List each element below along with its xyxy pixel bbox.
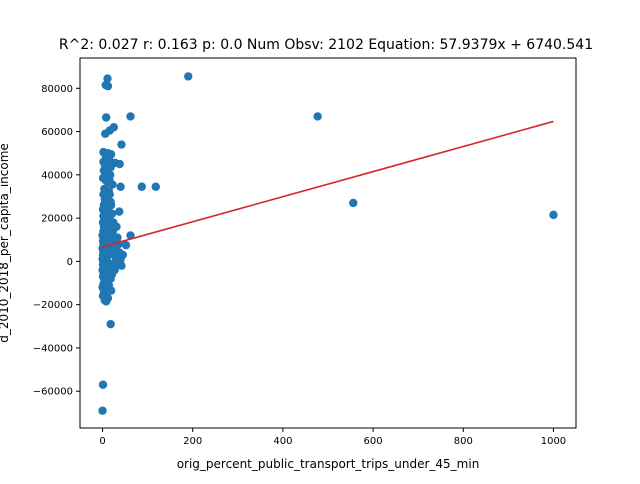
data-point-5 — [313, 112, 322, 121]
data-point-4 — [126, 112, 135, 121]
data-point-1 — [103, 74, 112, 83]
data-point-139 — [104, 161, 113, 171]
trendline-layer — [102, 120, 554, 248]
trendline — [102, 120, 554, 248]
y-tick-label: 60000 — [41, 127, 73, 138]
data-point-9 — [101, 129, 110, 138]
data-point-31 — [151, 182, 160, 191]
x-tick-label: 600 — [364, 436, 383, 447]
x-tick-label: 800 — [454, 436, 473, 447]
data-point-135 — [118, 250, 128, 260]
data-point-39 — [349, 198, 358, 208]
chart-title: R^2: 0.027 r: 0.163 p: 0.0 Num Obsv: 210… — [59, 37, 593, 53]
y-tick-label: 40000 — [41, 170, 73, 181]
x-axis-ticks: 0 200 400 600 800 1000 — [99, 428, 566, 447]
data-point-71 — [121, 240, 131, 250]
y-tick-label: −60000 — [33, 387, 73, 398]
data-point-137 — [107, 270, 117, 279]
data-point-10 — [117, 140, 126, 149]
data-point-138 — [105, 174, 114, 184]
data-point-132 — [111, 257, 120, 266]
data-point-47 — [549, 210, 558, 220]
data-point-3 — [103, 81, 113, 91]
data-point-0 — [184, 72, 193, 81]
y-tick-label: 20000 — [41, 214, 73, 225]
points-layer — [98, 72, 558, 415]
plot-frame — [79, 57, 577, 429]
y-tick-label: 0 — [67, 257, 73, 268]
data-point-113 — [106, 319, 115, 329]
data-point-142 — [112, 222, 121, 231]
y-tick-label: −40000 — [33, 343, 73, 354]
data-point-112 — [101, 297, 111, 306]
y-tick-label: 80000 — [41, 84, 73, 95]
x-tick-label: 1000 — [541, 436, 566, 447]
data-point-30 — [137, 182, 146, 191]
data-point-29 — [116, 182, 125, 191]
y-tick-label: −20000 — [33, 300, 73, 311]
data-point-6 — [101, 113, 111, 122]
x-axis-label: orig_percent_public_transport_trips_unde… — [177, 457, 480, 471]
data-point-44 — [115, 207, 124, 216]
x-tick-label: 0 — [99, 436, 105, 447]
y-axis-label: d_2010_2018_per_capita_income — [0, 143, 11, 343]
x-tick-label: 400 — [273, 436, 292, 447]
data-point-115 — [98, 406, 107, 415]
data-point-140 — [109, 263, 118, 273]
data-point-128 — [106, 200, 116, 210]
data-point-129 — [105, 190, 114, 199]
data-point-133 — [113, 233, 122, 242]
data-point-62 — [126, 231, 135, 240]
data-point-19 — [115, 159, 124, 169]
data-point-126 — [107, 209, 117, 218]
x-tick-label: 200 — [183, 436, 202, 447]
data-point-143 — [117, 261, 126, 270]
data-point-114 — [98, 380, 108, 389]
y-axis-ticks: −60000 −40000 −20000 0 20000 40000 60000 80000 — [33, 84, 80, 398]
